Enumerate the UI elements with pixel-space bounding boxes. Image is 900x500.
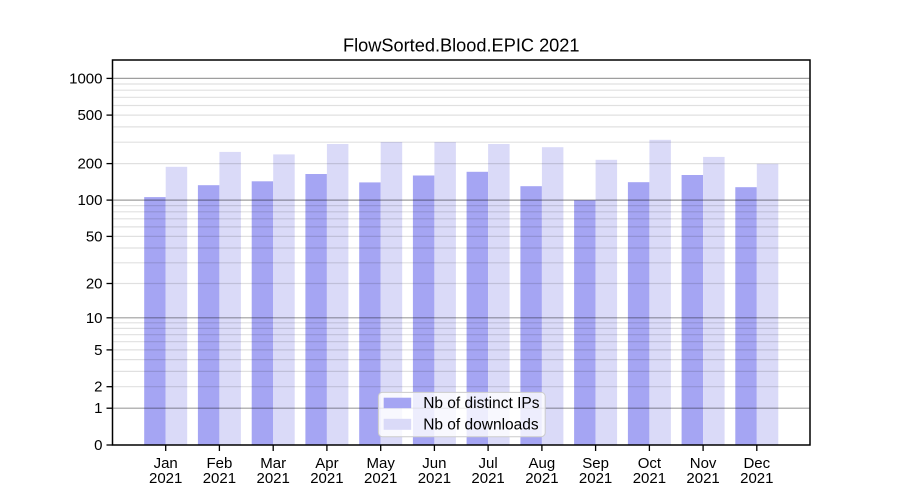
svg-text:Oct: Oct	[638, 455, 662, 472]
svg-text:2021: 2021	[525, 470, 558, 487]
svg-text:2021: 2021	[740, 470, 773, 487]
svg-text:2021: 2021	[579, 470, 612, 487]
svg-text:Jan: Jan	[154, 455, 178, 472]
svg-text:20: 20	[86, 276, 103, 293]
svg-text:May: May	[367, 455, 396, 472]
svg-text:10: 10	[86, 310, 103, 327]
svg-text:2021: 2021	[633, 470, 666, 487]
svg-text:2021: 2021	[418, 470, 451, 487]
svg-text:200: 200	[77, 156, 102, 173]
svg-text:FlowSorted.Blood.EPIC 2021: FlowSorted.Blood.EPIC 2021	[343, 36, 580, 56]
svg-text:Nb of downloads: Nb of downloads	[423, 416, 539, 433]
svg-text:Nov: Nov	[690, 455, 717, 472]
svg-text:Nb of distinct IPs: Nb of distinct IPs	[423, 395, 540, 412]
svg-text:Mar: Mar	[260, 455, 286, 472]
svg-text:100: 100	[77, 192, 102, 209]
svg-text:5: 5	[94, 342, 102, 359]
svg-text:2021: 2021	[686, 470, 719, 487]
svg-text:Dec: Dec	[743, 455, 770, 472]
svg-text:2021: 2021	[203, 470, 236, 487]
svg-text:Feb: Feb	[206, 455, 232, 472]
svg-text:Jun: Jun	[422, 455, 446, 472]
svg-text:1: 1	[94, 400, 102, 417]
svg-text:50: 50	[86, 228, 103, 245]
svg-text:2021: 2021	[149, 470, 182, 487]
svg-text:0: 0	[94, 437, 102, 454]
svg-text:2021: 2021	[471, 470, 504, 487]
svg-text:1000: 1000	[69, 70, 102, 87]
svg-text:2: 2	[94, 379, 102, 396]
svg-text:2021: 2021	[257, 470, 290, 487]
svg-text:Apr: Apr	[315, 455, 338, 472]
svg-text:500: 500	[77, 107, 102, 124]
svg-text:Aug: Aug	[529, 455, 556, 472]
svg-text:Sep: Sep	[582, 455, 609, 472]
svg-text:2021: 2021	[364, 470, 397, 487]
svg-text:Jul: Jul	[479, 455, 498, 472]
svg-text:2021: 2021	[310, 470, 343, 487]
